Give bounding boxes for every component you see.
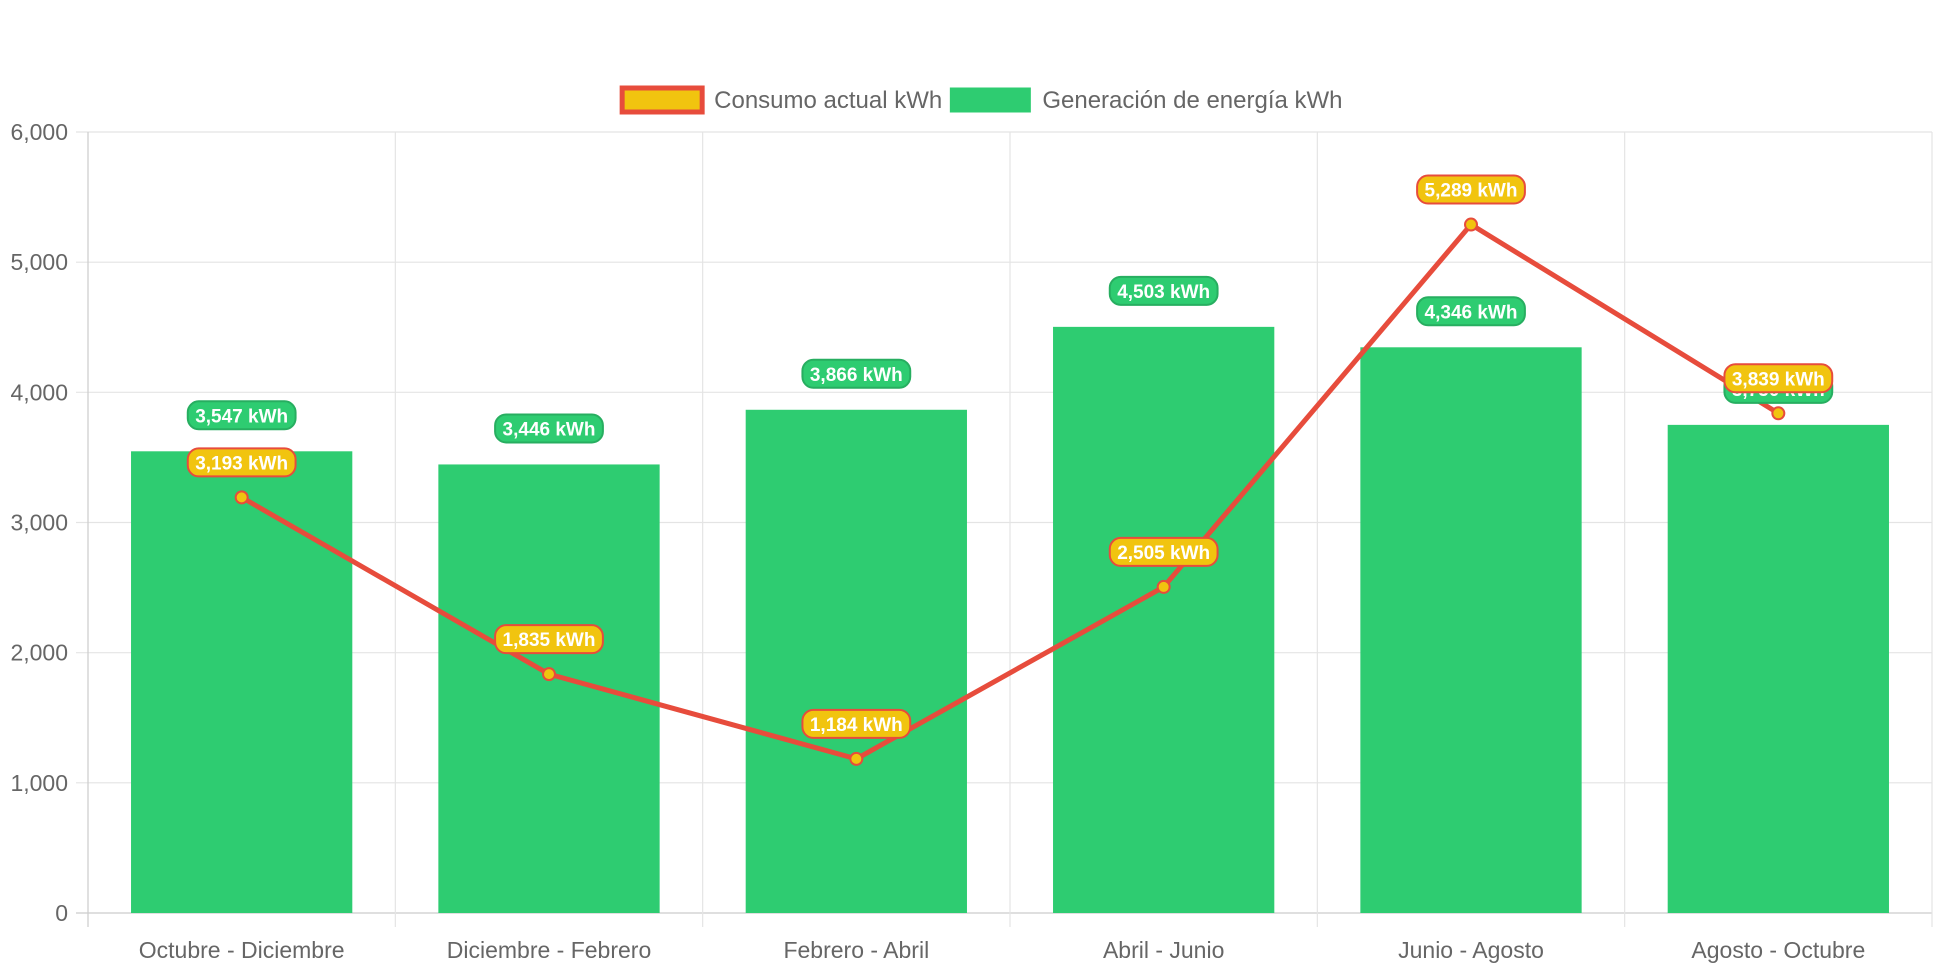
bar-value-label-bg bbox=[1416, 296, 1526, 327]
line-value-label: 3,193 kWh bbox=[186, 447, 297, 478]
bar-value-label-text: 4,346 kWh bbox=[1425, 302, 1518, 323]
bar-value-label-text: 3,866 kWh bbox=[810, 365, 903, 386]
x-tick-label: Junio - Agosto bbox=[1398, 937, 1544, 963]
line-point[interactable] bbox=[1464, 217, 1478, 232]
bar-value-label-bg bbox=[801, 358, 912, 389]
bar-value-label: 4,503 kWh bbox=[1108, 275, 1219, 306]
bar-value-label-text: 3,547 kWh bbox=[195, 406, 288, 427]
bar-value-label: 3,547 kWh bbox=[186, 400, 297, 431]
y-tick-label: 6,000 bbox=[10, 119, 68, 145]
line-value-label: 2,505 kWh bbox=[1108, 536, 1219, 567]
line-point[interactable] bbox=[849, 751, 864, 766]
x-tick-label: Abril - Junio bbox=[1103, 937, 1224, 963]
y-tick-label: 2,000 bbox=[10, 640, 68, 666]
line-point[interactable] bbox=[234, 490, 249, 505]
line-point[interactable] bbox=[1156, 579, 1171, 594]
legend-label: Generación de energía kWh bbox=[1042, 87, 1342, 114]
legend-swatch bbox=[949, 87, 1031, 113]
line-point[interactable] bbox=[1771, 406, 1786, 421]
line-value-label-bg bbox=[186, 447, 297, 478]
bar-value-label-bg bbox=[186, 400, 297, 431]
line-value-label: 3,839 kWh bbox=[1723, 363, 1834, 394]
bar-value-label-text: 3,446 kWh bbox=[503, 419, 596, 440]
y-tick-label: 3,000 bbox=[10, 510, 68, 536]
bar[interactable] bbox=[1053, 326, 1275, 913]
line-value-label: 1,184 kWh bbox=[801, 708, 912, 739]
line-value-label-bg bbox=[801, 708, 912, 739]
line-value-label-text: 1,184 kWh bbox=[810, 715, 903, 736]
line-value-label-text: 2,505 kWh bbox=[1117, 543, 1210, 564]
bar[interactable] bbox=[438, 464, 660, 913]
bar[interactable] bbox=[1667, 424, 1889, 913]
legend-label: Consumo actual kWh bbox=[714, 87, 942, 114]
legend-item-consumo[interactable]: Consumo actual kWh bbox=[619, 85, 942, 115]
bar-value-label: 4,346 kWh bbox=[1416, 296, 1526, 327]
line-point[interactable] bbox=[542, 667, 556, 682]
legend-item-generacion[interactable]: Generación de energía kWh bbox=[949, 87, 1343, 114]
x-tick-label: Diciembre - Febrero bbox=[447, 937, 652, 963]
line-value-label: 1,835 kWh bbox=[494, 624, 604, 655]
y-tick-label: 5,000 bbox=[10, 249, 68, 275]
legend-swatch bbox=[619, 85, 705, 115]
bar-series bbox=[131, 326, 1889, 913]
line-value-label-text: 3,193 kWh bbox=[195, 453, 288, 474]
bar-value-label: 3,866 kWh bbox=[801, 358, 912, 389]
axes: 0 1,000 2,000 3,000 4,000 5,000 6,000 Octubre -… bbox=[10, 119, 1865, 963]
bar-value-label-text: 4,503 kWh bbox=[1117, 282, 1210, 303]
bar[interactable] bbox=[1360, 347, 1582, 913]
line-value-label: 5,289 kWh bbox=[1416, 174, 1526, 205]
y-tick-label: 0 bbox=[55, 900, 68, 926]
bar[interactable] bbox=[745, 409, 967, 913]
bar-value-label-bg bbox=[1108, 275, 1219, 306]
x-tick-label: Agosto - Octubre bbox=[1691, 937, 1865, 963]
line-value-label-text: 1,835 kWh bbox=[503, 630, 596, 651]
line-value-label-text: 5,289 kWh bbox=[1425, 181, 1518, 202]
line-value-label-bg bbox=[1108, 536, 1219, 567]
x-tick-label: Octubre - Diciembre bbox=[139, 937, 345, 963]
grid-lines bbox=[76, 131, 1933, 927]
line-value-label-text: 3,839 kWh bbox=[1732, 369, 1825, 390]
legend[interactable]: Consumo actual kWh Generación de energía … bbox=[619, 85, 1343, 115]
line-value-label-bg bbox=[1723, 363, 1834, 394]
line-value-label-bg bbox=[494, 624, 604, 655]
x-tick-label: Febrero - Abril bbox=[783, 937, 929, 963]
data-labels: 3,547 kWh 3,446 kWh 3,866 kWh 4,503 kWh 4,34… bbox=[186, 174, 1834, 739]
y-tick-label: 1,000 bbox=[10, 770, 68, 796]
y-tick-label: 4,000 bbox=[10, 379, 68, 405]
bar[interactable] bbox=[131, 451, 353, 913]
bar-value-label-bg bbox=[494, 413, 604, 444]
line-value-label-bg bbox=[1416, 174, 1526, 205]
bar-value-label: 3,446 kWh bbox=[494, 413, 604, 444]
